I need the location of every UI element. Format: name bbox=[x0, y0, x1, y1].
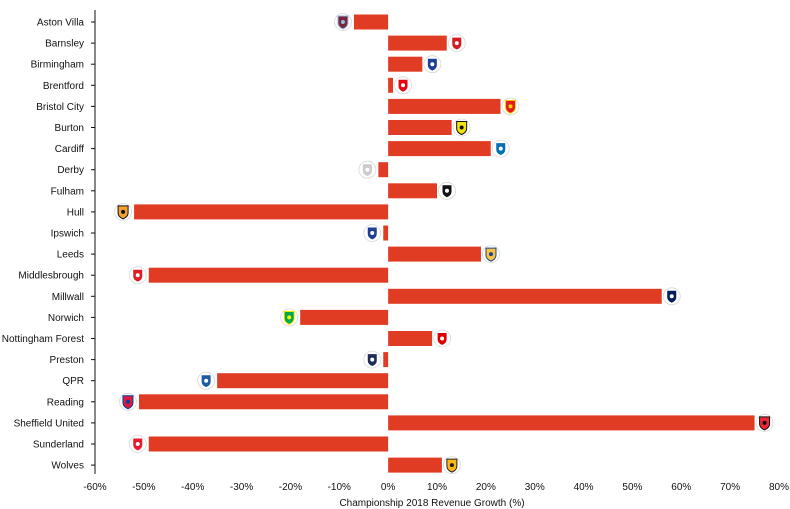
category-label-nottingham-forest: Nottingham Forest bbox=[2, 334, 84, 345]
category-label-wolves: Wolves bbox=[51, 461, 84, 472]
category-label-leeds: Leeds bbox=[57, 250, 84, 261]
bar-hull bbox=[134, 204, 389, 220]
wolves-crest-icon bbox=[442, 456, 461, 475]
badges-layer bbox=[114, 13, 774, 475]
category-label-sheffield-united: Sheffield United bbox=[14, 418, 84, 429]
bar-ipswich bbox=[383, 225, 389, 241]
category-label-burton: Burton bbox=[55, 123, 84, 134]
category-label-qpr: QPR bbox=[62, 376, 84, 387]
leeds-crest-icon bbox=[482, 245, 500, 264]
category-label-derby: Derby bbox=[57, 165, 84, 176]
preston-crest-icon bbox=[363, 350, 382, 369]
fulham-crest-icon bbox=[438, 181, 456, 200]
bar-derby bbox=[378, 162, 389, 178]
x-tick-label: -50% bbox=[132, 482, 155, 493]
bar-sunderland bbox=[148, 436, 389, 452]
x-tick-label: -30% bbox=[230, 482, 253, 493]
category-label-aston-villa: Aston Villa bbox=[37, 18, 85, 29]
category-label-norwich: Norwich bbox=[48, 313, 84, 324]
x-axis-ticks: -60% -50% -40% -30% -20% -10% 0% 10% 20% 30% 40% 50… bbox=[83, 482, 789, 493]
category-label-ipswich: Ipswich bbox=[51, 229, 84, 240]
x-tick-label: 70% bbox=[720, 482, 740, 493]
middlesbrough-crest-icon bbox=[128, 266, 147, 285]
hull-crest-icon bbox=[114, 202, 132, 221]
category-label-barnsley: Barnsley bbox=[45, 39, 84, 50]
x-tick-label: -60% bbox=[83, 482, 106, 493]
derby-crest-icon bbox=[358, 160, 377, 179]
bar-reading bbox=[138, 394, 389, 410]
bar-aston-villa bbox=[353, 14, 389, 30]
bar-middlesbrough bbox=[148, 267, 389, 283]
category-label-birmingham: Birmingham bbox=[31, 60, 84, 71]
bar-qpr bbox=[217, 373, 389, 389]
x-tick-label: 60% bbox=[671, 482, 691, 493]
qpr-crest-icon bbox=[197, 371, 216, 390]
norwich-crest-icon bbox=[280, 308, 299, 327]
x-tick-label: -10% bbox=[328, 482, 351, 493]
x-tick-label: 20% bbox=[476, 482, 496, 493]
bar-burton bbox=[388, 120, 452, 135]
category-label-preston: Preston bbox=[50, 355, 84, 366]
millwall-crest-icon bbox=[662, 287, 681, 306]
category-label-sunderland: Sunderland bbox=[33, 440, 84, 451]
bar-birmingham bbox=[388, 56, 423, 72]
y-axis-labels: Aston Villa Barnsley Birmingham Brentford Br… bbox=[2, 18, 95, 472]
sheffield-united-crest-icon bbox=[755, 413, 774, 432]
category-label-hull: Hull bbox=[67, 207, 84, 218]
bar-millwall bbox=[388, 288, 662, 304]
x-axis-title: Championship 2018 Revenue Growth (%) bbox=[339, 498, 524, 509]
x-tick-label: 0% bbox=[381, 482, 396, 493]
category-label-brentford: Brentford bbox=[43, 81, 84, 92]
bar-cardiff bbox=[388, 141, 491, 157]
reading-crest-icon bbox=[119, 392, 137, 411]
x-tick-label: 40% bbox=[574, 482, 594, 493]
burton-crest-icon bbox=[452, 118, 471, 137]
bar-nottingham-forest bbox=[388, 331, 433, 346]
category-label-millwall: Millwall bbox=[52, 292, 84, 303]
bar-norwich bbox=[300, 309, 389, 325]
x-tick-label: 50% bbox=[622, 482, 642, 493]
x-tick-label: 10% bbox=[427, 482, 447, 493]
x-tick-label: 30% bbox=[525, 482, 545, 493]
category-label-fulham: Fulham bbox=[51, 186, 84, 197]
bar-bristol-city bbox=[388, 98, 501, 114]
ipswich-crest-icon bbox=[363, 224, 382, 242]
birmingham-crest-icon bbox=[423, 55, 442, 74]
bar-barnsley bbox=[388, 35, 447, 51]
brentford-crest-icon bbox=[394, 76, 412, 95]
category-label-cardiff: Cardiff bbox=[55, 144, 84, 155]
aston-villa-crest-icon bbox=[334, 13, 352, 31]
bar-fulham bbox=[388, 183, 437, 199]
barnsley-crest-icon bbox=[447, 34, 466, 52]
bar-wolves bbox=[388, 457, 442, 473]
x-tick-label: 80% bbox=[769, 482, 789, 493]
bar-brentford bbox=[388, 77, 394, 93]
cardiff-crest-icon bbox=[491, 139, 510, 158]
x-tick-label: -20% bbox=[279, 482, 302, 493]
category-label-reading: Reading bbox=[47, 397, 84, 408]
bar-preston bbox=[383, 352, 389, 368]
bar-leeds bbox=[388, 246, 481, 262]
category-label-middlesbrough: Middlesbrough bbox=[18, 271, 84, 282]
sunderland-crest-icon bbox=[128, 435, 147, 453]
bar-sheffield-united bbox=[388, 415, 755, 431]
x-tick-label: -40% bbox=[181, 482, 204, 493]
bars-layer bbox=[134, 14, 755, 473]
bristol-city-crest-icon bbox=[501, 97, 520, 116]
nottingham-forest-crest-icon bbox=[433, 329, 452, 348]
category-label-bristol-city: Bristol City bbox=[36, 102, 84, 113]
